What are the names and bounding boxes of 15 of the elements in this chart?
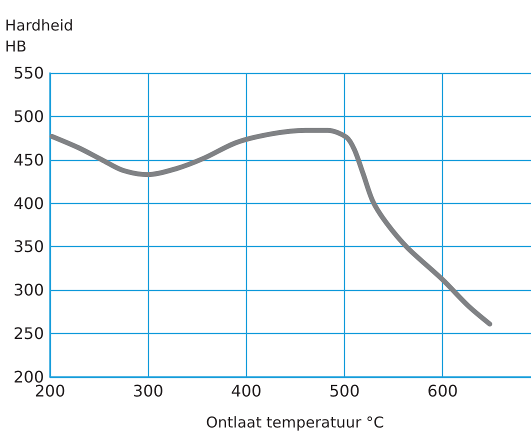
y-tick-label: 350: [13, 237, 44, 256]
y-tick-label: 400: [13, 194, 44, 213]
x-tick-label: 600: [427, 382, 458, 400]
y-tick-label: 300: [13, 280, 44, 300]
chart-title: Hardheid: [5, 16, 74, 34]
x-tick-label: 300: [132, 382, 164, 400]
x-tick-label: 400: [231, 382, 262, 400]
x-tick-label: 200: [34, 382, 66, 400]
y-tick-label: 550: [13, 64, 44, 82]
y-axis-title: HB: [5, 38, 27, 56]
x-axis-title: Ontlaat temperatuur °C: [206, 414, 384, 432]
x-tick-label: 500: [329, 382, 360, 400]
y-tick-label: 500: [13, 106, 44, 126]
y-tick-label: 450: [13, 150, 44, 170]
y-tick-label: 250: [13, 324, 44, 344]
